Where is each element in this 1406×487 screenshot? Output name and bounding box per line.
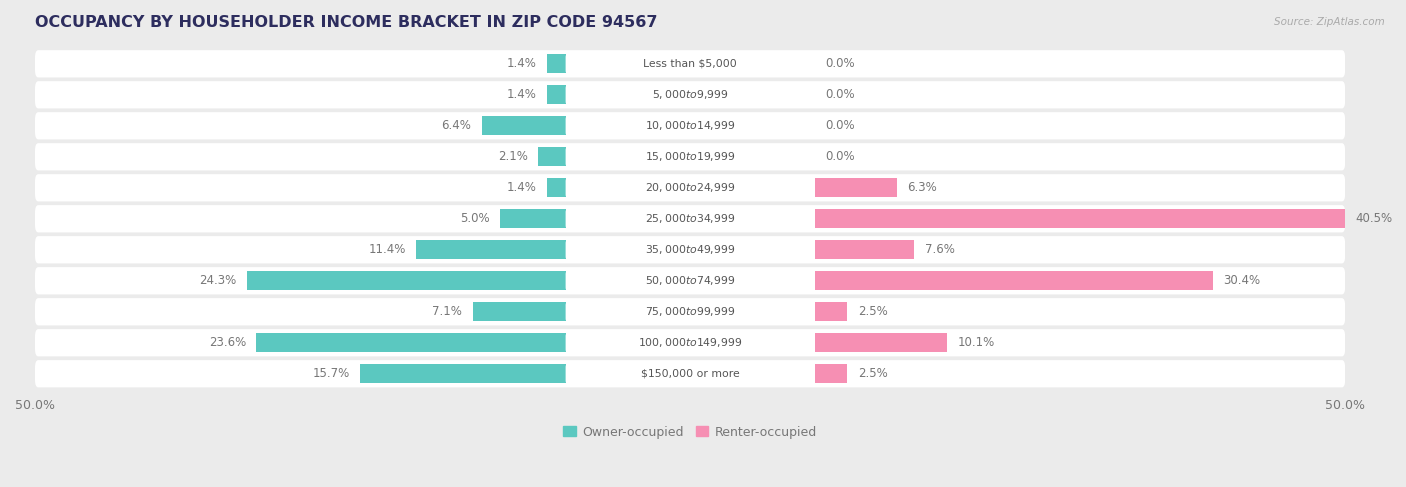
FancyBboxPatch shape bbox=[35, 50, 1346, 77]
Bar bbox=[256, 333, 565, 353]
Text: $5,000 to $9,999: $5,000 to $9,999 bbox=[652, 88, 728, 101]
Text: OCCUPANCY BY HOUSEHOLDER INCOME BRACKET IN ZIP CODE 94567: OCCUPANCY BY HOUSEHOLDER INCOME BRACKET … bbox=[35, 15, 658, 30]
Text: $10,000 to $14,999: $10,000 to $14,999 bbox=[645, 119, 735, 132]
Text: 40.5%: 40.5% bbox=[1355, 212, 1393, 225]
Text: 23.6%: 23.6% bbox=[208, 336, 246, 349]
Bar bbox=[247, 271, 565, 290]
FancyBboxPatch shape bbox=[35, 360, 1346, 387]
Text: 2.5%: 2.5% bbox=[858, 367, 887, 380]
FancyBboxPatch shape bbox=[35, 329, 1346, 356]
Text: 10.1%: 10.1% bbox=[957, 336, 994, 349]
FancyBboxPatch shape bbox=[565, 116, 814, 135]
Bar bbox=[814, 333, 946, 353]
FancyBboxPatch shape bbox=[35, 174, 1346, 202]
Bar bbox=[814, 271, 1213, 290]
FancyBboxPatch shape bbox=[565, 302, 814, 321]
Text: 1.4%: 1.4% bbox=[508, 57, 537, 70]
Text: 30.4%: 30.4% bbox=[1223, 274, 1260, 287]
Bar bbox=[814, 178, 897, 197]
Text: 5.0%: 5.0% bbox=[460, 212, 489, 225]
FancyBboxPatch shape bbox=[35, 267, 1346, 295]
Bar bbox=[538, 147, 565, 167]
FancyBboxPatch shape bbox=[565, 333, 814, 353]
Text: 2.1%: 2.1% bbox=[498, 150, 527, 163]
Text: $15,000 to $19,999: $15,000 to $19,999 bbox=[645, 150, 735, 163]
Text: 7.1%: 7.1% bbox=[432, 305, 463, 318]
Bar bbox=[360, 364, 565, 383]
Bar bbox=[501, 209, 565, 228]
Text: $50,000 to $74,999: $50,000 to $74,999 bbox=[645, 274, 735, 287]
FancyBboxPatch shape bbox=[565, 54, 814, 74]
Text: 0.0%: 0.0% bbox=[825, 57, 855, 70]
FancyBboxPatch shape bbox=[35, 143, 1346, 170]
Text: 2.5%: 2.5% bbox=[858, 305, 887, 318]
Text: 0.0%: 0.0% bbox=[825, 150, 855, 163]
FancyBboxPatch shape bbox=[565, 240, 814, 260]
FancyBboxPatch shape bbox=[565, 147, 814, 167]
Text: $75,000 to $99,999: $75,000 to $99,999 bbox=[645, 305, 735, 318]
FancyBboxPatch shape bbox=[565, 209, 814, 228]
Legend: Owner-occupied, Renter-occupied: Owner-occupied, Renter-occupied bbox=[558, 421, 823, 444]
Bar bbox=[814, 364, 848, 383]
Text: 6.4%: 6.4% bbox=[441, 119, 471, 132]
Text: 0.0%: 0.0% bbox=[825, 88, 855, 101]
FancyBboxPatch shape bbox=[565, 85, 814, 104]
Bar bbox=[416, 240, 565, 260]
Text: Less than $5,000: Less than $5,000 bbox=[643, 59, 737, 69]
Text: $100,000 to $149,999: $100,000 to $149,999 bbox=[638, 336, 742, 349]
FancyBboxPatch shape bbox=[565, 271, 814, 290]
Text: Source: ZipAtlas.com: Source: ZipAtlas.com bbox=[1274, 17, 1385, 27]
Bar bbox=[547, 54, 565, 74]
FancyBboxPatch shape bbox=[565, 178, 814, 197]
FancyBboxPatch shape bbox=[35, 112, 1346, 139]
Bar bbox=[547, 85, 565, 104]
Text: 1.4%: 1.4% bbox=[508, 88, 537, 101]
Text: 24.3%: 24.3% bbox=[200, 274, 236, 287]
Text: $35,000 to $49,999: $35,000 to $49,999 bbox=[645, 244, 735, 256]
Bar bbox=[482, 116, 565, 135]
FancyBboxPatch shape bbox=[565, 364, 814, 383]
Bar bbox=[814, 209, 1346, 228]
FancyBboxPatch shape bbox=[35, 236, 1346, 263]
Text: 15.7%: 15.7% bbox=[312, 367, 350, 380]
Text: 6.3%: 6.3% bbox=[907, 181, 938, 194]
Bar bbox=[814, 240, 914, 260]
Text: 11.4%: 11.4% bbox=[368, 244, 406, 256]
Text: 1.4%: 1.4% bbox=[508, 181, 537, 194]
Text: $20,000 to $24,999: $20,000 to $24,999 bbox=[645, 181, 735, 194]
Bar bbox=[814, 302, 848, 321]
Text: 7.6%: 7.6% bbox=[925, 244, 955, 256]
FancyBboxPatch shape bbox=[35, 298, 1346, 325]
Text: $150,000 or more: $150,000 or more bbox=[641, 369, 740, 379]
FancyBboxPatch shape bbox=[35, 81, 1346, 109]
Text: 0.0%: 0.0% bbox=[825, 119, 855, 132]
Bar bbox=[472, 302, 565, 321]
FancyBboxPatch shape bbox=[35, 205, 1346, 232]
Text: $25,000 to $34,999: $25,000 to $34,999 bbox=[645, 212, 735, 225]
Bar bbox=[547, 178, 565, 197]
